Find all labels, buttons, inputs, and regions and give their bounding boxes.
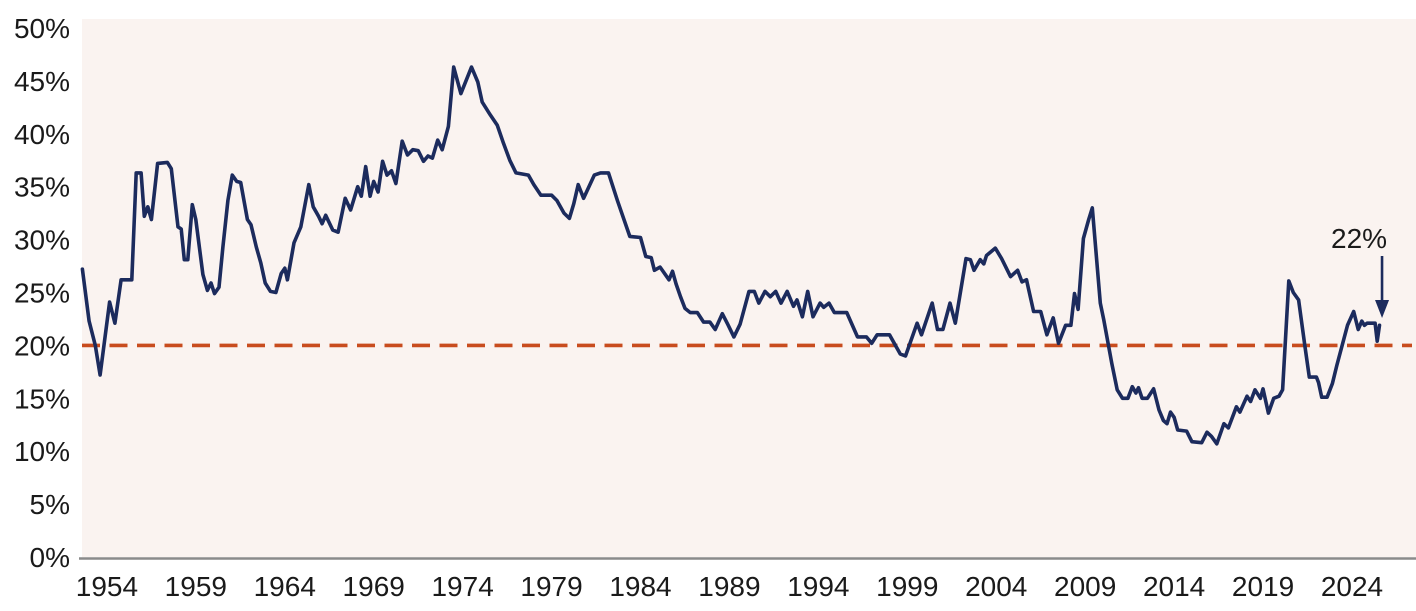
x-axis-tick-label: 1974 (431, 571, 493, 602)
x-axis-tick-label: 2004 (965, 571, 1027, 602)
y-axis-tick-label: 50% (14, 13, 70, 44)
y-axis-tick-label: 25% (14, 278, 70, 309)
x-axis-tick-label: 1969 (343, 571, 405, 602)
x-axis-tick-label: 1959 (165, 571, 227, 602)
y-axis-tick-label: 45% (14, 66, 70, 97)
x-axis-tick-label: 2009 (1054, 571, 1116, 602)
y-axis-tick-label: 30% (14, 225, 70, 256)
x-axis-tick-label: 1984 (609, 571, 671, 602)
x-axis-tick-label: 2019 (1232, 571, 1294, 602)
x-axis-tick-label: 1954 (76, 571, 138, 602)
x-axis-tick-label: 1964 (254, 571, 316, 602)
data-line (80, 65, 1382, 446)
x-axis-tick-label: 2024 (1321, 571, 1383, 602)
y-axis-tick-label: 35% (14, 172, 70, 203)
y-axis-tick-label: 20% (14, 330, 70, 361)
annotation-label: 22% (1331, 223, 1387, 254)
plot-area (82, 19, 1416, 557)
x-axis-tick-label: 1979 (520, 571, 582, 602)
x-axis-tick-label: 1994 (787, 571, 849, 602)
y-axis-tick-label: 0% (30, 542, 70, 573)
y-axis-tick-label: 40% (14, 119, 70, 150)
y-axis-tick-label: 5% (30, 489, 70, 520)
x-axis-tick-label: 1989 (698, 571, 760, 602)
x-axis-tick-label: 2014 (1143, 571, 1205, 602)
y-axis-tick-label: 15% (14, 383, 70, 414)
y-axis-tick-label: 10% (14, 436, 70, 467)
annotation-arrow-head-icon (1375, 300, 1390, 318)
x-axis-tick-label: 1999 (876, 571, 938, 602)
